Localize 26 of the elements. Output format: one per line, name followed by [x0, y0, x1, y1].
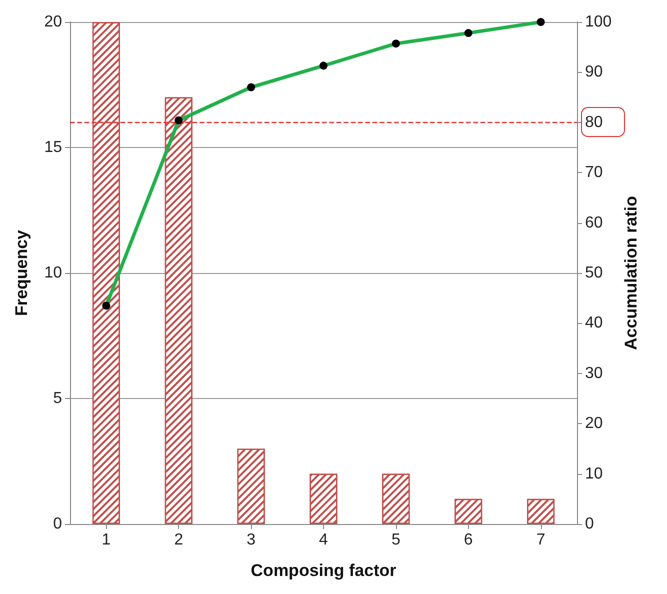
x-tick-label: 4 — [319, 532, 328, 548]
x-tick-label: 1 — [102, 532, 111, 548]
y2-tick-label: 30 — [585, 364, 603, 382]
x-tick-label: 5 — [391, 532, 400, 548]
y-axis-title: Frequency — [12, 229, 31, 316]
x-tick-label: 2 — [174, 532, 184, 548]
x-tick-label: 6 — [464, 532, 473, 548]
y-tick-label: 20 — [44, 14, 62, 30]
y2-tick-label: 90 — [585, 64, 603, 81]
y2-tick-label: 70 — [585, 164, 603, 182]
x-tick-label: 3 — [246, 532, 256, 548]
y2-tick-label: 50 — [585, 264, 603, 282]
x-axis-title: Composing factor — [250, 561, 397, 580]
y-tick-label: 5 — [53, 390, 62, 407]
y2-axis-title: Accumulation ratio — [622, 196, 641, 350]
y2-tick-label: 20 — [585, 415, 603, 432]
y2-tick-label: 0 — [585, 516, 594, 532]
y-tick-label: 10 — [44, 264, 62, 282]
x-tick-label: 7 — [536, 532, 546, 548]
y2-tick-label: 40 — [585, 314, 603, 332]
y2-tick-label: 60 — [585, 214, 603, 232]
y-tick-label: 0 — [53, 516, 62, 532]
y2-tick-label: 100 — [585, 14, 612, 30]
y-tick-label: 15 — [44, 139, 62, 156]
y2-tick-label: 80 — [585, 114, 603, 131]
y2-tick-label: 10 — [585, 465, 603, 482]
